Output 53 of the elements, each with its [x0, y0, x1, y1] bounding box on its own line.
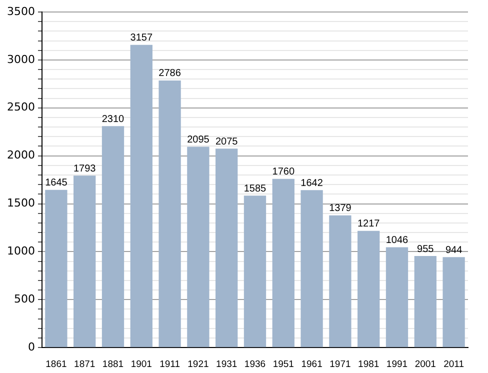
- x-tick-label: 2001: [414, 358, 436, 370]
- data-label: 1642: [300, 178, 324, 189]
- x-tick-label: 1871: [74, 358, 96, 370]
- data-label: 2786: [158, 68, 182, 80]
- bar: [244, 196, 266, 348]
- data-label: 1645: [45, 178, 68, 189]
- x-tick-label: 1921: [188, 358, 209, 370]
- data-label: 2095: [187, 134, 210, 146]
- x-tick-label: 1951: [272, 358, 294, 370]
- x-tick-label: 1901: [130, 358, 152, 370]
- data-label: 1379: [329, 203, 352, 214]
- y-tick-label: 1500: [6, 196, 35, 210]
- bar: [74, 176, 96, 348]
- data-label: 1793: [73, 163, 96, 174]
- y-tick-label: 3000: [6, 52, 35, 66]
- y-tick-label: 2000: [6, 148, 35, 162]
- y-tick-label: 2500: [6, 100, 35, 114]
- data-label: 2075: [215, 136, 238, 148]
- data-label: 1760: [272, 166, 295, 178]
- bar: [45, 190, 68, 348]
- x-tick-label: 1911: [160, 358, 180, 370]
- x-tick-label: 1931: [216, 358, 238, 370]
- x-tick-label: 1981: [358, 358, 380, 370]
- bar: [130, 44, 152, 348]
- data-label: 944: [445, 244, 463, 256]
- bar: [102, 126, 124, 348]
- y-tick-label: 3500: [6, 4, 35, 18]
- bar: [442, 257, 465, 348]
- bar: [272, 178, 294, 348]
- data-label: 2310: [102, 114, 125, 125]
- x-tick-label: 1971: [330, 358, 351, 370]
- bar: [216, 148, 238, 348]
- data-label: 1585: [244, 183, 267, 194]
- data-label: 1046: [386, 235, 409, 246]
- bar: [158, 80, 181, 348]
- bar: [358, 230, 380, 348]
- bar: [300, 190, 323, 348]
- y-tick-label: 0: [28, 340, 35, 354]
- x-tick-label: 1861: [46, 358, 67, 370]
- data-label: 3157: [130, 32, 153, 44]
- x-tick-label: 1961: [301, 358, 322, 370]
- x-tick-label: 1881: [102, 358, 124, 370]
- bar: [187, 146, 210, 348]
- x-tick-label: 1936: [244, 358, 266, 370]
- y-tick-label: 1000: [6, 244, 35, 258]
- data-label: 1217: [357, 218, 380, 230]
- x-tick-label: 2011: [444, 358, 464, 370]
- bar: [414, 256, 436, 348]
- bar: [329, 215, 352, 348]
- y-tick-label: 500: [14, 292, 35, 306]
- data-label: 955: [417, 244, 434, 255]
- x-tick-label: 1991: [386, 358, 408, 370]
- bar: [386, 247, 408, 348]
